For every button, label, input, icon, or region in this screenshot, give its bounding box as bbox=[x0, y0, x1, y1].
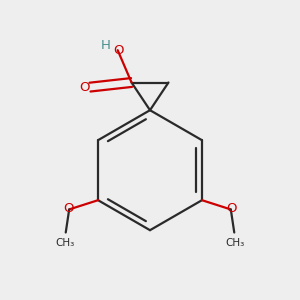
Text: H: H bbox=[100, 38, 110, 52]
Text: O: O bbox=[63, 202, 73, 215]
Text: O: O bbox=[114, 44, 124, 57]
Text: CH₃: CH₃ bbox=[226, 238, 245, 248]
Text: O: O bbox=[227, 202, 237, 215]
Text: CH₃: CH₃ bbox=[55, 238, 74, 248]
Text: O: O bbox=[80, 81, 90, 94]
